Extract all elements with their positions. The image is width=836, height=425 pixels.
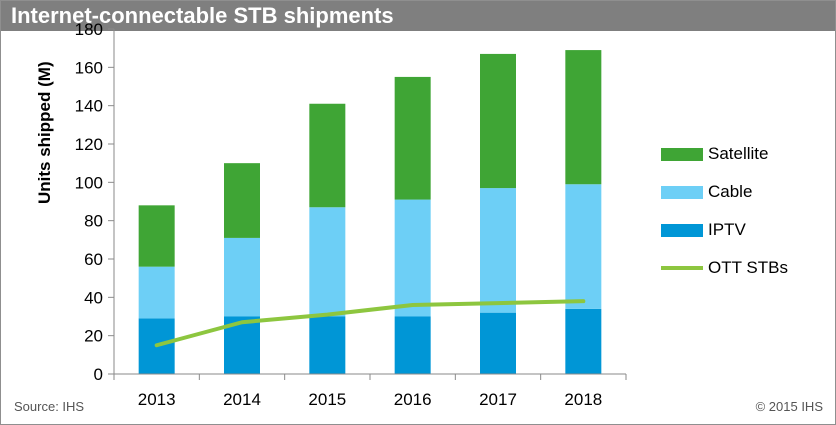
bar-satellite-2014 bbox=[224, 163, 260, 238]
x-tick-label-2016: 2016 bbox=[394, 390, 432, 409]
x-tick-label-2018: 2018 bbox=[564, 390, 602, 409]
bar-satellite-2015 bbox=[309, 103, 346, 208]
copyright-note: © 2015 IHS bbox=[755, 399, 823, 414]
y-tick-label-180: 180 bbox=[75, 20, 103, 39]
x-tick-label-2013: 2013 bbox=[138, 390, 176, 409]
bar-iptv-2017 bbox=[480, 312, 516, 374]
y-tick-label-20: 20 bbox=[84, 327, 103, 346]
chart-title: Internet-connectable STB shipments bbox=[11, 3, 394, 28]
bar-cable-2017 bbox=[480, 188, 516, 313]
legend-item-satellite: Satellite bbox=[661, 143, 768, 165]
y-axis-label: Units shipped (M) bbox=[35, 61, 54, 204]
x-tick-label-2014: 2014 bbox=[223, 390, 261, 409]
y-tick-label-140: 140 bbox=[75, 97, 103, 116]
legend-swatch-satellite bbox=[661, 147, 703, 161]
bar-satellite-2018 bbox=[565, 50, 602, 185]
bar-cable-2018 bbox=[565, 184, 602, 309]
bar-cable-2014 bbox=[224, 237, 260, 317]
axis-layer: 0 20 40 60 80 100 120 140 160 180 2013 2014 2015 2016… bbox=[75, 20, 627, 409]
legend-label-iptv: IPTV bbox=[708, 220, 746, 239]
legend-swatch-ott-stbs bbox=[661, 266, 703, 270]
legend-label-satellite: Satellite bbox=[708, 144, 769, 163]
legend-swatch-cable bbox=[661, 185, 703, 199]
y-tick-label-80: 80 bbox=[84, 212, 103, 231]
bar-cable-2013 bbox=[138, 266, 175, 319]
y-tick-label-160: 160 bbox=[75, 58, 103, 77]
bar-iptv-2016 bbox=[394, 316, 431, 374]
y-tick-label-60: 60 bbox=[84, 250, 103, 269]
legend-label-cable: Cable bbox=[708, 182, 753, 201]
y-tick-label-0: 0 bbox=[94, 365, 103, 384]
legend-item-iptv: IPTV bbox=[661, 219, 746, 241]
bar-satellite-2017 bbox=[480, 53, 516, 189]
y-tick-label-120: 120 bbox=[75, 135, 103, 154]
y-tick-label-100: 100 bbox=[75, 173, 103, 192]
x-tick-label-2015: 2015 bbox=[308, 390, 346, 409]
bar-iptv-2015 bbox=[309, 316, 346, 374]
legend-label-ott-stbs: OTT STBs bbox=[708, 258, 788, 277]
line-ott-stbs bbox=[154, 299, 586, 348]
legend-swatch-iptv bbox=[661, 223, 703, 237]
legend-item-cable: Cable bbox=[661, 181, 752, 203]
line-layer bbox=[154, 299, 586, 348]
bar-cable-2016 bbox=[394, 199, 431, 317]
y-tick-label-40: 40 bbox=[84, 288, 103, 307]
source-note: Source: IHS bbox=[14, 399, 85, 414]
bars-layer bbox=[138, 50, 602, 374]
legend-item-ott-stbs: OTT STBs bbox=[661, 257, 788, 279]
bar-satellite-2013 bbox=[138, 205, 175, 267]
title-bar: Internet-connectable STB shipments bbox=[1, 1, 835, 31]
bar-cable-2015 bbox=[309, 207, 346, 317]
bar-iptv-2018 bbox=[565, 308, 602, 374]
x-tick-label-2017: 2017 bbox=[479, 390, 517, 409]
bar-satellite-2016 bbox=[394, 76, 431, 200]
